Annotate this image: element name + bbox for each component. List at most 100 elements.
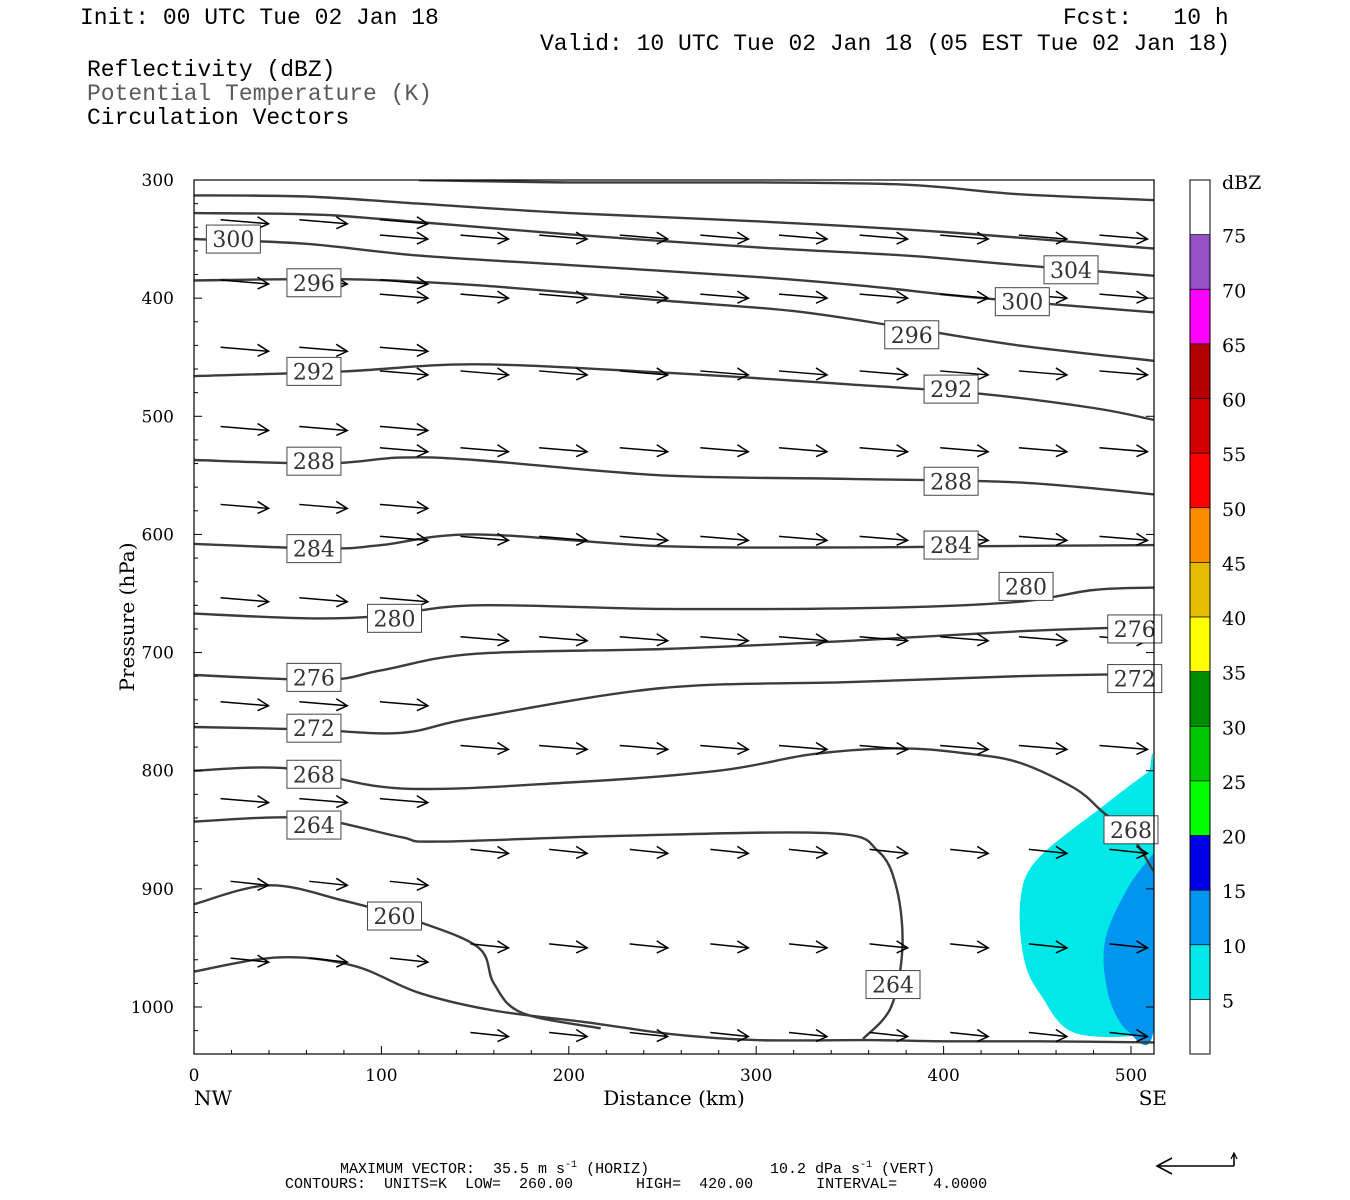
vector-head — [736, 1028, 750, 1043]
vector-shaft — [140, 347, 188, 351]
vector-head — [815, 845, 829, 860]
vector-head — [416, 290, 430, 304]
contour-label-box — [998, 571, 1054, 601]
max-vector-horiz-tail: (HORIZ) — [577, 1161, 650, 1178]
vector-shaft — [150, 958, 188, 962]
contour-label-280: 280 — [1005, 575, 1047, 600]
vector-shaft — [470, 943, 509, 949]
vector-shaft — [379, 597, 428, 603]
colorbar-level-label: 15 — [1222, 881, 1246, 903]
vector-head — [656, 633, 670, 647]
contour-label-272: 272 — [1114, 668, 1156, 693]
vector-head — [416, 794, 430, 809]
vector-head — [736, 367, 750, 381]
contour-label-292: 292 — [293, 360, 335, 385]
vector-shaft — [460, 370, 509, 376]
vector-shaft — [220, 503, 269, 510]
vector-shaft — [1018, 636, 1067, 642]
vector-shaft — [619, 234, 668, 240]
vector-head — [416, 276, 430, 290]
vector-head — [575, 1028, 589, 1043]
vector-shaft — [379, 370, 428, 376]
vector-head — [976, 633, 990, 647]
colorbar-segment — [1190, 234, 1210, 290]
vector-shaft — [460, 535, 509, 542]
vector-shaft — [1099, 370, 1148, 376]
contour-label-296: 296 — [293, 272, 335, 297]
contour-label-284: 284 — [293, 538, 335, 563]
vector-shaft — [1099, 535, 1148, 542]
max-vector-vert-exponent: -1 — [860, 1160, 873, 1171]
contour-label-288: 288 — [930, 470, 972, 495]
vector-head — [896, 532, 910, 547]
contour-label-box — [286, 662, 342, 692]
max-vector-horiz-exponent: -1 — [565, 1160, 578, 1171]
vector-head — [177, 595, 188, 607]
vector-shaft — [299, 218, 348, 225]
vector-head — [257, 276, 271, 290]
vector-shaft — [379, 234, 428, 240]
contour-label-268: 268 — [1110, 819, 1152, 844]
contour-label-box — [923, 530, 979, 560]
vector-shaft — [379, 503, 428, 510]
axes: 0 100 200 300 400 500 300 400 500 600 700 800 900 100… — [131, 171, 1154, 1086]
vector-head — [335, 216, 349, 230]
vector-shaft — [460, 446, 509, 453]
theta-contour-268 — [194, 747, 1154, 872]
colorbar-segment — [1190, 890, 1210, 945]
y-tick-label: 1000 — [131, 998, 174, 1018]
vector-head — [335, 343, 349, 357]
vector-head — [497, 845, 511, 860]
vector-head — [335, 422, 349, 437]
vector-head — [656, 367, 670, 381]
vector-shaft — [859, 370, 908, 376]
vector-shaft — [539, 370, 588, 376]
vector-head — [1055, 940, 1069, 954]
contour-label-264: 264 — [872, 974, 914, 999]
vector-shaft — [1099, 744, 1148, 751]
colorbar-level-label: 30 — [1222, 717, 1246, 739]
vector-head — [257, 343, 271, 357]
contour-label-box — [1043, 255, 1099, 285]
vector-shaft — [619, 446, 668, 453]
vector-shaft — [140, 280, 188, 284]
vector-head — [736, 940, 750, 954]
vector-head — [976, 741, 990, 756]
vector-head — [896, 231, 910, 245]
vector-head — [416, 231, 430, 245]
x-tick-label: 100 — [365, 1066, 397, 1086]
vector-shaft — [539, 744, 588, 751]
vector-shaft — [940, 293, 989, 299]
vector-shaft — [140, 504, 188, 508]
vector-shaft — [460, 744, 509, 751]
vector-shaft — [1018, 370, 1067, 376]
colorbar-segment — [1190, 617, 1210, 672]
vector-head — [815, 367, 829, 381]
vector-shaft — [788, 848, 828, 855]
vector-head — [416, 877, 430, 891]
vector-head — [1136, 940, 1150, 954]
vector-head — [497, 1028, 511, 1043]
vector-shaft — [1018, 744, 1067, 751]
vector-head — [736, 290, 750, 304]
x-tick-label: 500 — [1115, 1066, 1147, 1086]
vector-head — [575, 633, 589, 647]
vector-shaft — [700, 535, 749, 542]
vector-head — [736, 444, 750, 458]
vector-head — [497, 290, 511, 304]
vector-shaft — [619, 293, 668, 299]
vector-shaft — [859, 293, 908, 299]
vector-head — [1136, 231, 1150, 245]
contour-label-box — [367, 603, 423, 633]
vector-shaft — [539, 293, 588, 299]
colorbar-segment — [1190, 562, 1210, 617]
y-tick-label: 300 — [142, 171, 174, 191]
vector-head — [177, 796, 188, 808]
vector-shaft — [220, 700, 269, 707]
vector-head — [736, 633, 750, 647]
vector-shaft — [1028, 848, 1067, 855]
colorbar-segment — [1190, 507, 1210, 563]
vector-shaft — [389, 880, 428, 887]
vector-shaft — [950, 1031, 989, 1038]
colorbar-segment — [1190, 671, 1210, 727]
